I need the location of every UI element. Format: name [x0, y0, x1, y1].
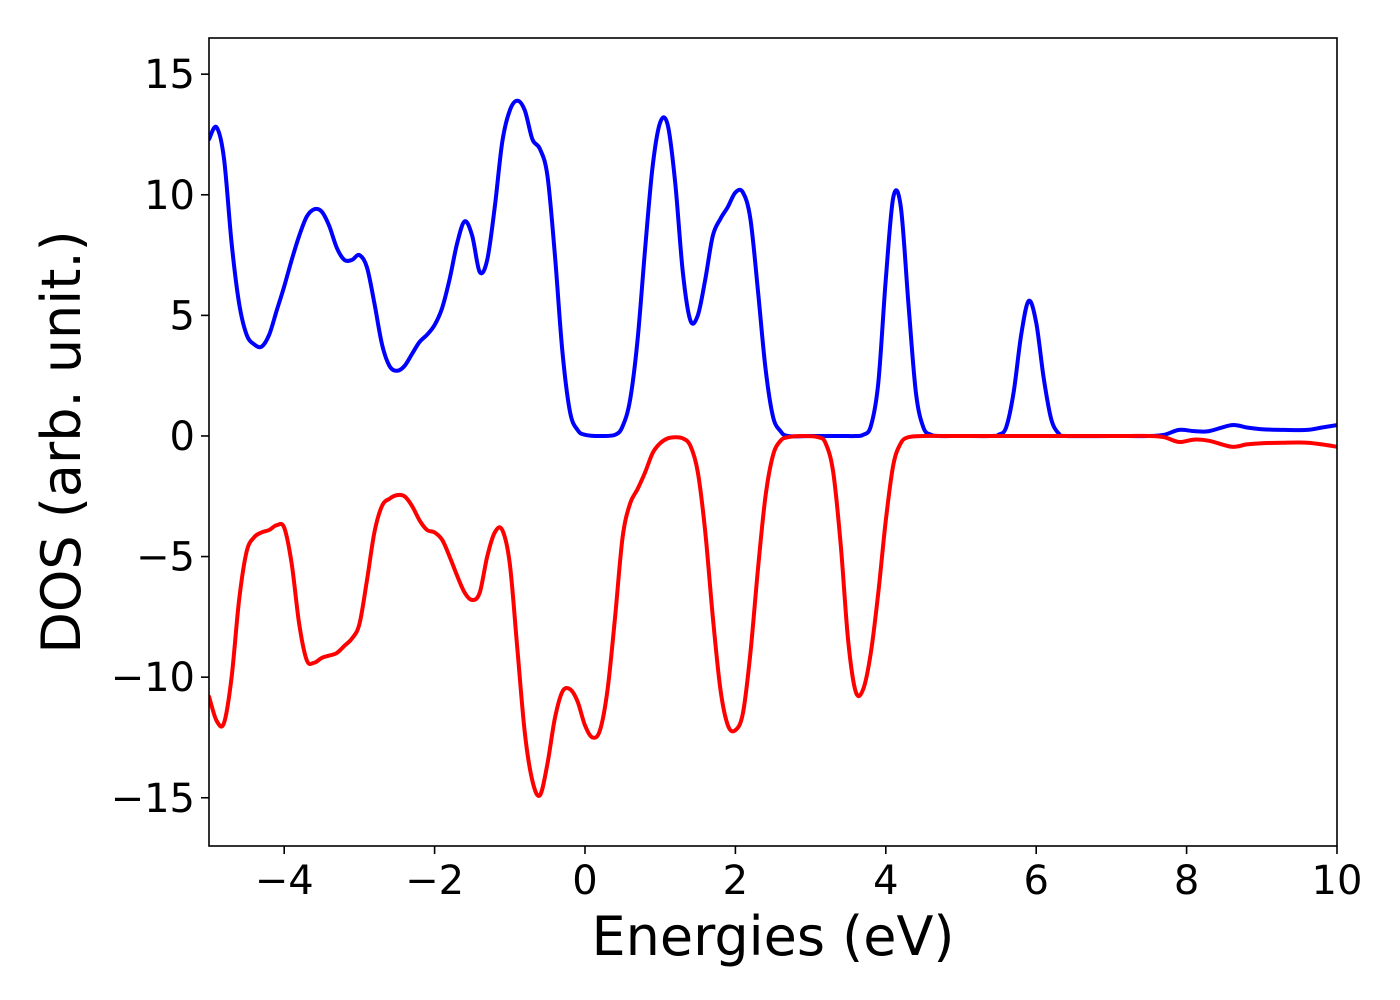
y-tick-label: −15	[111, 776, 195, 822]
tick-layer: −4 −2 0 2 4 6 8 10 15 10 5 0 −5 −10 −15	[111, 52, 1363, 904]
x-tick-label: 4	[873, 858, 898, 904]
x-tick-label: 2	[723, 858, 748, 904]
series-layer	[209, 98, 1337, 798]
y-tick-label: −5	[136, 535, 195, 581]
y-tick-label: 10	[144, 173, 195, 219]
x-tick-label: −4	[255, 858, 314, 904]
x-tick-label: −2	[405, 858, 464, 904]
x-axis-label: Energies (eV)	[592, 905, 955, 968]
y-axis-label: DOS (arb. unit.)	[30, 230, 93, 653]
y-tick-label: 5	[170, 293, 195, 339]
plot-frame	[208, 37, 1338, 847]
x-tick-label: 10	[1312, 858, 1363, 904]
x-tick-label: 0	[572, 858, 597, 904]
y-tick-label: 15	[144, 52, 195, 98]
series-line-lower	[209, 433, 1337, 798]
y-tick-label: −10	[111, 655, 195, 701]
x-tick-label: 6	[1023, 858, 1048, 904]
x-tick-label: 8	[1174, 858, 1199, 904]
y-tick-label: 0	[170, 414, 195, 460]
series-line-upper	[209, 98, 1337, 439]
